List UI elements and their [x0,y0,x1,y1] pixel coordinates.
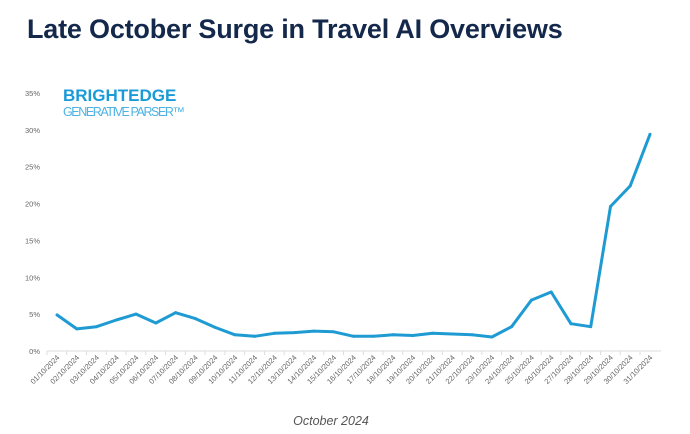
data-point [352,334,355,338]
data-point [628,184,632,188]
y-tick-label: 30% [25,126,40,135]
logo-brand: BRIGHTEDGE [63,86,176,105]
y-tick-label: 35% [25,89,40,98]
y-axis: 0% 5% 10% 15% 20% 25% 30% 35% [25,89,40,356]
data-point [253,334,257,338]
data-point [134,312,138,316]
y-tick-label: 15% [25,236,40,245]
data-point [75,327,79,331]
data-point [391,333,395,337]
data-point [95,325,99,329]
data-point [174,311,178,315]
data-point [529,298,533,302]
data-point [114,318,118,322]
logo-product: GENERATIVE PARSER™ [63,105,185,119]
data-point [549,290,553,294]
data-point [470,333,474,337]
data-point [312,329,316,333]
data-point [608,205,612,209]
data-point [411,334,415,338]
data-point [450,332,454,336]
data-point [431,331,435,335]
x-axis: 01/10/202402/10/202403/10/202404/10/2024… [29,351,654,386]
series-line [56,133,652,339]
data-point [332,330,336,334]
data-point [55,313,59,317]
data-point [648,132,652,136]
x-axis-label: October 2024 [293,414,369,428]
data-point [213,325,217,329]
data-point [510,325,514,329]
y-tick-label: 20% [25,200,40,209]
data-point [589,325,593,329]
chart-title: Late October Surge in Travel AI Overview… [27,14,563,44]
y-tick-label: 5% [29,310,40,319]
data-point [371,334,375,338]
data-point [272,331,276,335]
data-point [292,331,296,335]
data-point [193,317,197,321]
y-tick-label: 25% [25,163,40,172]
data-point [569,322,573,326]
y-tick-label: 0% [29,347,40,356]
data-point [154,321,158,325]
y-tick-label: 10% [25,273,40,282]
data-point [490,335,494,339]
brightedge-logo: BRIGHTEDGE GENERATIVE PARSER™ [63,86,185,119]
data-point [233,333,237,337]
